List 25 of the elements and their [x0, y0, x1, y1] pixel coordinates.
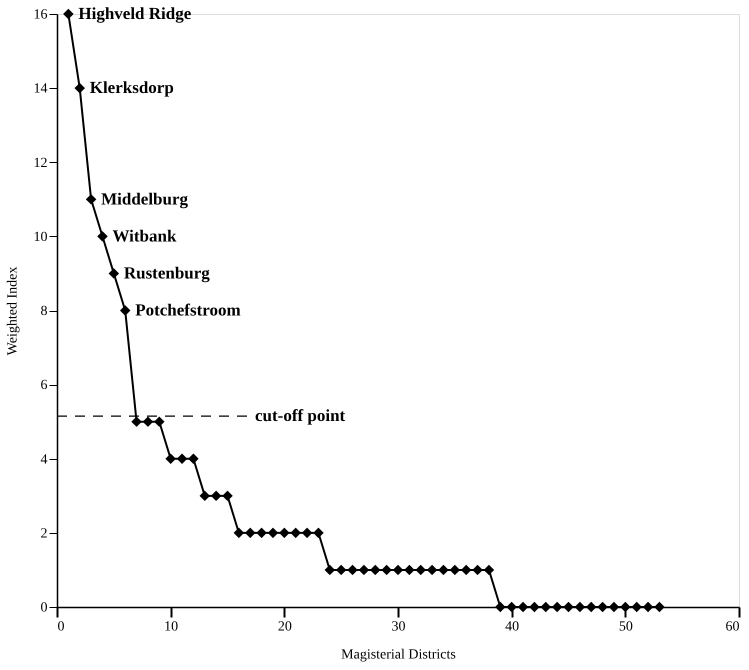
x-tick-label: 20 — [278, 620, 292, 634]
x-tick-label: 40 — [505, 620, 520, 634]
annotation: Witbank — [112, 226, 177, 246]
x-tick-label: 0 — [58, 620, 64, 634]
y-tick-label: 0 — [40, 600, 48, 616]
annotation: Rustenburg — [124, 263, 210, 282]
annotation: Potchefstroom — [135, 300, 241, 320]
y-tick-label: 6 — [40, 378, 48, 394]
y-tick-label: 8 — [40, 304, 48, 319]
ref-line-label: cut-off point — [255, 406, 346, 426]
annotation: Highveld Ridge — [78, 4, 192, 23]
y-tick-label: 16 — [34, 8, 48, 22]
y-tick-label: 10 — [34, 230, 48, 245]
annotation: Middelburg — [101, 189, 188, 208]
y-tick-label: 14 — [34, 82, 48, 97]
x-tick-label: 10 — [164, 620, 178, 634]
annotation: Klerksdorp — [90, 78, 174, 98]
y-tick-label: 12 — [34, 156, 48, 171]
y-tick-label: 4 — [40, 452, 48, 468]
x-tick-label: 50 — [618, 620, 633, 634]
x-tick-label: 60 — [726, 620, 740, 634]
y-tick-label: 2 — [40, 526, 48, 542]
y-axis-title: Weighted Index — [6, 266, 20, 356]
x-axis-title: Magisterial Districts — [341, 648, 456, 662]
x-tick-label: 30 — [392, 620, 406, 634]
